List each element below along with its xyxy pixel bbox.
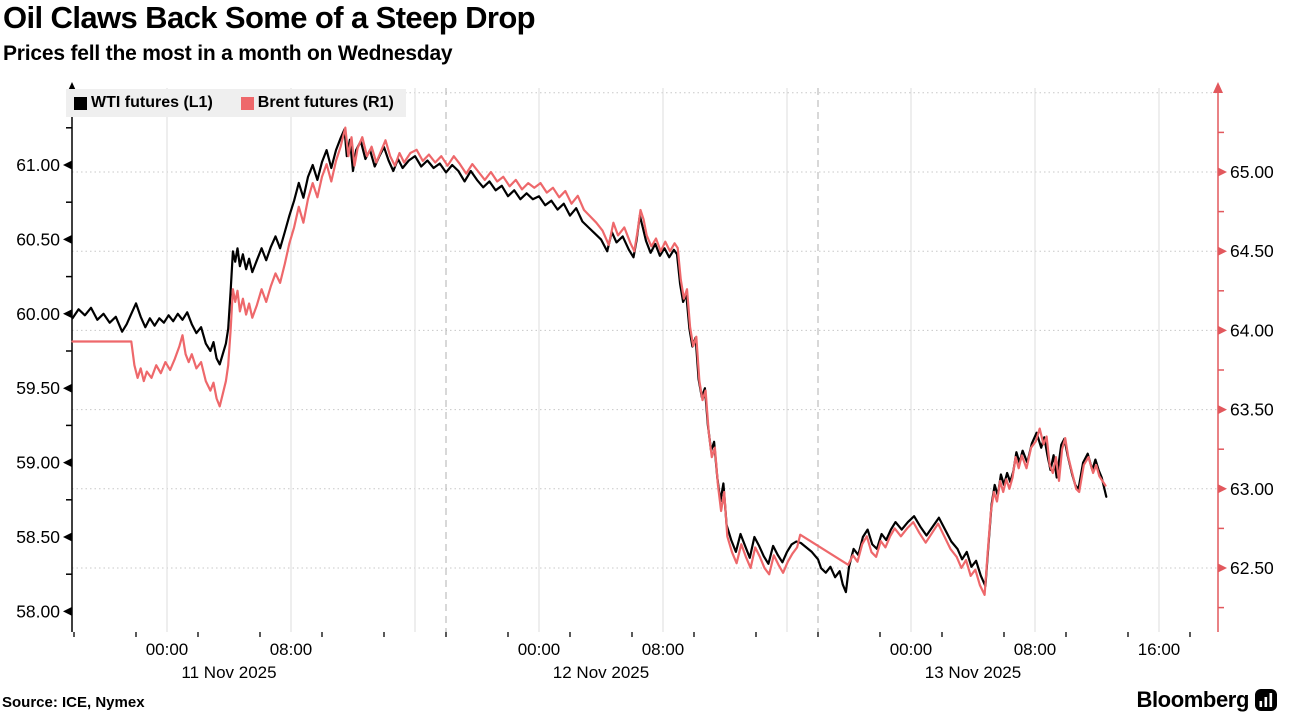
x-time-label: 00:00	[518, 640, 561, 659]
x-time-label: 08:00	[642, 640, 685, 659]
legend-label-brent: Brent futures (R1)	[257, 94, 394, 111]
svg-text:61.00: 61.00	[16, 155, 60, 175]
svg-text:64.50: 64.50	[1230, 241, 1274, 261]
bloomberg-chart-icon	[1255, 689, 1277, 711]
vertical-gridlines	[166, 88, 1160, 632]
bloomberg-wordmark: Bloomberg	[1136, 687, 1249, 712]
legend-item-wti: WTI futures (L1)	[74, 94, 213, 112]
legend: WTI futures (L1) Brent futures (R1)	[66, 89, 406, 117]
x-time-label: 16:00	[1138, 640, 1181, 659]
svg-text:58.00: 58.00	[16, 601, 60, 621]
x-date-label: 13 Nov 2025	[925, 663, 1021, 682]
x-date-label: 11 Nov 2025	[181, 663, 276, 682]
x-time-label: 08:00	[1014, 640, 1057, 659]
wti-swatch-icon	[74, 96, 87, 110]
bloomberg-logo: Bloomberg	[1136, 687, 1279, 713]
x-time-label: 00:00	[146, 640, 189, 659]
x-time-label: 08:00	[270, 640, 313, 659]
horizontal-gridlines	[72, 92, 1218, 569]
svg-text:63.50: 63.50	[1230, 400, 1274, 420]
svg-text:59.50: 59.50	[16, 378, 60, 398]
svg-text:63.00: 63.00	[1230, 479, 1274, 499]
svg-text:60.00: 60.00	[16, 304, 60, 324]
brent-swatch-icon	[240, 96, 254, 110]
source-attribution: Source: ICE, Nymex	[2, 694, 145, 711]
legend-label-wti: WTI futures (L1)	[91, 94, 213, 111]
wti-line-series	[71, 128, 1108, 594]
svg-text:64.00: 64.00	[1230, 320, 1274, 340]
legend-item-brent: Brent futures (R1)	[240, 94, 394, 112]
x-axis: 00:00 08:00 00:00 08:00 00:00 08:00 16:00 11 No…	[73, 632, 1191, 682]
brent-line-series	[71, 126, 1107, 597]
x-date-label: 12 Nov 2025	[553, 663, 649, 682]
svg-text:62.50: 62.50	[1230, 558, 1274, 578]
x-time-label: 00:00	[890, 640, 933, 659]
chart-title: Oil Claws Back Some of a Steep Drop	[3, 0, 536, 35]
svg-text:65.00: 65.00	[1230, 162, 1274, 182]
svg-text:58.50: 58.50	[16, 527, 60, 547]
chart-subtitle: Prices fell the most in a month on Wedne…	[3, 42, 453, 65]
y-left-axis: 61.00 60.50 60.00 59.50 59.00 58.50 58.00	[16, 82, 77, 632]
svg-text:60.50: 60.50	[16, 229, 60, 249]
y-right-axis: 65.00 64.50 64.00 63.50 63.00 62.50	[1213, 82, 1274, 632]
svg-text:59.00: 59.00	[16, 453, 60, 473]
